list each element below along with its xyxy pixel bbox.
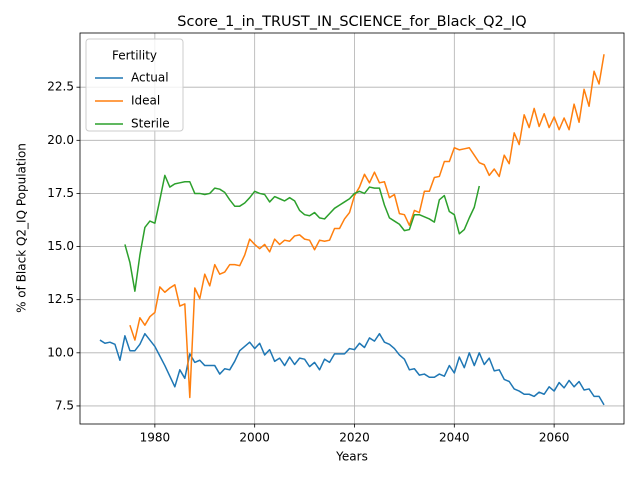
legend-label: Actual [131, 71, 169, 85]
y-tick-label: 7.5 [55, 398, 74, 412]
x-tick-label: 2060 [539, 431, 570, 445]
y-tick-label: 20.0 [47, 133, 74, 147]
x-tick-label: 2000 [239, 431, 270, 445]
x-tick-label: 2020 [339, 431, 370, 445]
legend-title: Fertility [112, 49, 157, 63]
legend-label: Sterile [131, 117, 170, 131]
series-line [124, 174, 481, 292]
series-line [99, 332, 605, 406]
y-tick-label: 17.5 [47, 186, 74, 200]
y-axis-label: % of Black Q2_IQ Population [15, 143, 29, 313]
x-tick-label: 2040 [439, 431, 470, 445]
plot-frame [79, 32, 625, 425]
series-line [129, 54, 605, 399]
x-tick-label: 1980 [140, 431, 171, 445]
x-axis-label: Years [335, 450, 368, 464]
y-tick-label: 15.0 [47, 239, 74, 253]
y-tick-label: 22.5 [47, 80, 74, 94]
legend: Fertility Actual Ideal Sterile [85, 38, 184, 132]
y-tick-label: 10.0 [47, 345, 74, 359]
y-tick-label: 12.5 [47, 292, 74, 306]
chart-title: Score_1_in_TRUST_IN_SCIENCE_for_Black_Q2… [177, 14, 526, 30]
legend-box [85, 38, 184, 132]
legend-label: Ideal [131, 94, 160, 108]
